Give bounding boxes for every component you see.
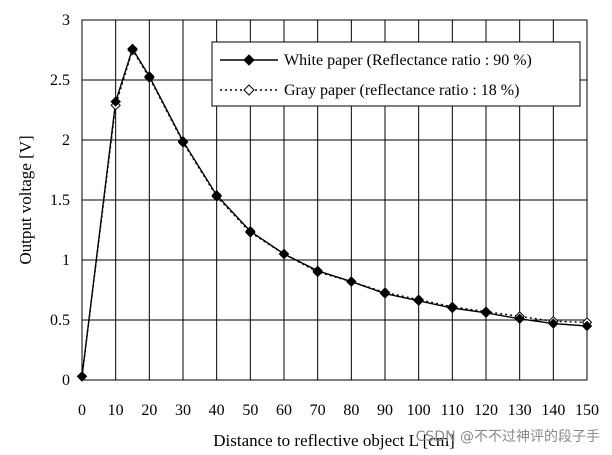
x-tick-label: 100 <box>407 402 431 419</box>
data-point-white-paper <box>548 318 559 329</box>
data-point-white-paper <box>127 43 138 55</box>
tick-labels: 0 10 20 30 40 50 60 70 80 90 100 110 120 130 140 150 0 0.… <box>50 12 599 419</box>
x-tick-label: 20 <box>141 402 157 419</box>
y-tick-label: 2.5 <box>50 72 70 89</box>
y-tick-label: 0 <box>62 372 70 389</box>
legend: White paper (Reflectance ratio : 90 %) G… <box>211 41 581 107</box>
legend-label-white: White paper (Reflectance ratio : 90 %) <box>284 52 532 69</box>
y-tick-label: 3 <box>62 12 70 29</box>
data-point-white-paper <box>278 248 290 260</box>
x-tick-label: 50 <box>242 402 258 419</box>
x-tick-label: 70 <box>310 402 326 419</box>
x-tick-label: 60 <box>276 402 292 419</box>
y-tick-label: 1.5 <box>50 192 70 209</box>
y-tick-label: 2 <box>62 132 70 149</box>
x-tick-label: 0 <box>78 402 86 419</box>
data-point-white-paper <box>312 265 323 277</box>
x-axis-label: Distance to reflective object L [cm] <box>213 431 455 450</box>
y-tick-label: 1 <box>62 252 70 269</box>
data-point-white-paper <box>413 295 424 307</box>
y-axis-label: Output voltage [V] <box>16 135 35 264</box>
data-point-white-paper <box>144 71 155 82</box>
x-tick-label: 40 <box>209 402 225 419</box>
x-tick-label: 90 <box>377 402 393 419</box>
data-point-white-paper <box>245 225 256 237</box>
series-layer <box>76 43 593 382</box>
legend-marker-gray <box>243 84 255 96</box>
x-tick-label: 10 <box>108 402 124 419</box>
plot-area-border <box>81 19 588 381</box>
x-tick-label: 140 <box>541 402 565 419</box>
data-point-white-paper <box>514 313 525 325</box>
x-tick-label: 150 <box>575 402 599 419</box>
data-point-white-paper <box>177 135 189 147</box>
data-point-white-paper <box>379 288 391 299</box>
data-point-white-paper <box>480 307 492 319</box>
data-point-white-paper <box>76 371 88 382</box>
data-point-white-paper <box>581 320 593 332</box>
data-point-white-paper <box>346 276 357 287</box>
legend-label-gray: Gray paper (reflectance ratio : 18 %) <box>284 82 519 99</box>
watermark: CSDN @不不过神评的段子手 <box>416 429 600 445</box>
data-point-white-paper <box>211 189 222 201</box>
x-tick-label: 120 <box>474 402 498 419</box>
x-tick-label: 80 <box>343 402 359 419</box>
x-tick-label: 110 <box>441 402 464 419</box>
legend-marker-white <box>243 54 255 66</box>
x-tick-label: 30 <box>175 402 191 419</box>
data-point-white-paper <box>447 302 458 314</box>
legend-box <box>211 41 581 107</box>
data-point-white-paper <box>110 96 121 107</box>
x-tick-label: 130 <box>508 402 532 419</box>
y-tick-label: 0.5 <box>50 312 70 329</box>
